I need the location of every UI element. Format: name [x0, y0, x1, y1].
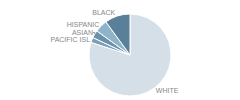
svg-text:HISPANIC: HISPANIC — [67, 21, 100, 28]
svg-text:ASIAN: ASIAN — [72, 29, 93, 36]
svg-text:PACIFIC ISL: PACIFIC ISL — [50, 36, 90, 43]
svg-text:BLACK: BLACK — [92, 9, 115, 16]
svg-text:WHITE: WHITE — [156, 87, 179, 94]
